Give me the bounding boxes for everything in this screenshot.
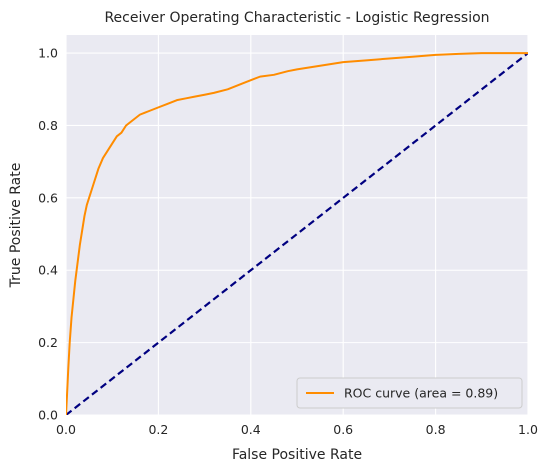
legend-box [296,377,523,409]
roc-curve-line [66,52,528,415]
x-tick-label: 1.0 [518,422,538,437]
diagonal-chance-line [66,52,528,415]
legend: ROC curve (area = 0.89) [296,377,523,409]
grid-lines [65,35,529,416]
x-axis-label: False Positive Rate [232,447,362,463]
plot-area [66,35,528,415]
y-tick-label: 0.4 [38,263,58,278]
y-tick-label: 1.0 [38,46,58,61]
y-tick-label: 0.8 [38,118,58,133]
y-tick-label: 0.6 [38,190,58,205]
y-tick-labels: 0.0 0.2 0.4 0.6 0.8 1.0 [38,46,58,423]
x-tick-label: 0.6 [333,422,353,437]
x-tick-label: 0.0 [56,422,76,437]
y-tick-label: 0.0 [38,408,58,423]
x-tick-label: 0.2 [148,422,168,437]
y-axis-label: True Positive Rate [8,163,24,289]
x-tick-labels: 0.0 0.2 0.4 0.6 0.8 1.0 [56,422,538,437]
x-tick-label: 0.8 [426,422,446,437]
chart-title: Receiver Operating Characteristic - Logi… [104,10,489,26]
x-tick-label: 0.4 [241,422,261,437]
legend-label-roc: ROC curve (area = 0.89) [344,386,498,401]
y-tick-label: 0.2 [38,335,58,350]
series-layer [66,52,528,415]
